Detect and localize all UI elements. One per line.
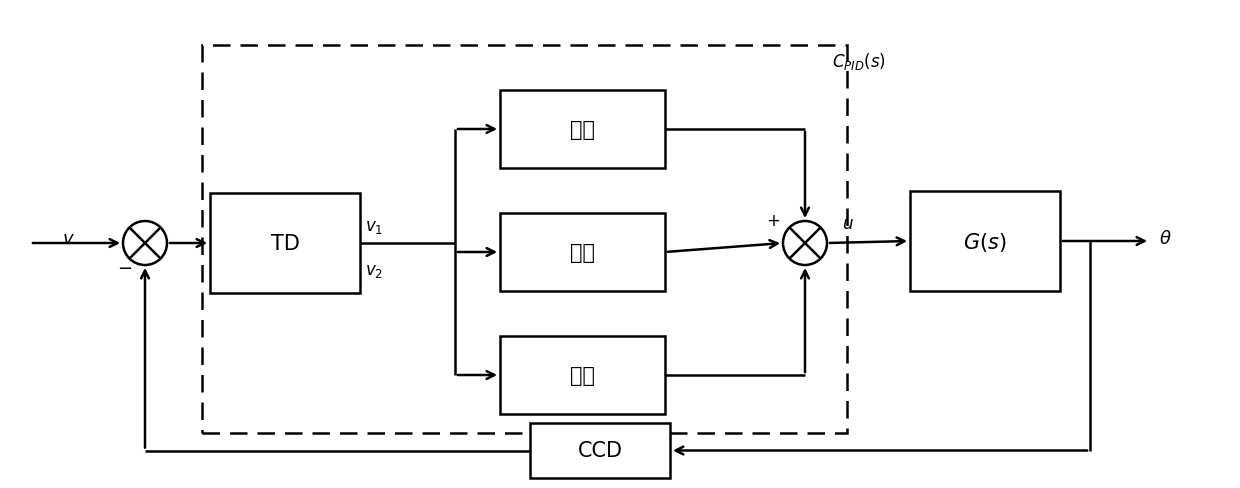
Text: $\theta$: $\theta$ [1158, 229, 1172, 247]
Text: 积分: 积分 [570, 243, 595, 263]
Bar [210, 194, 360, 293]
Bar [500, 336, 665, 414]
Text: $v_2$: $v_2$ [365, 262, 383, 280]
Bar [910, 192, 1060, 291]
Text: $C_{PID}(s)$: $C_{PID}(s)$ [832, 50, 885, 71]
Text: $G(s)$: $G(s)$ [963, 230, 1007, 253]
Text: $u$: $u$ [842, 215, 854, 232]
Text: $v_1$: $v_1$ [365, 218, 383, 236]
Text: 微分: 微分 [570, 365, 595, 385]
Text: $v$: $v$ [62, 229, 74, 247]
Text: 比例: 比例 [570, 120, 595, 140]
Text: CCD: CCD [578, 441, 622, 461]
Bar [529, 423, 670, 478]
Text: $+$: $+$ [766, 212, 780, 229]
Bar [202, 46, 847, 433]
Text: $-$: $-$ [118, 258, 133, 275]
Circle shape [782, 222, 827, 265]
Bar [500, 91, 665, 169]
Circle shape [123, 222, 167, 265]
Text: TD: TD [270, 234, 299, 253]
Bar [500, 214, 665, 291]
